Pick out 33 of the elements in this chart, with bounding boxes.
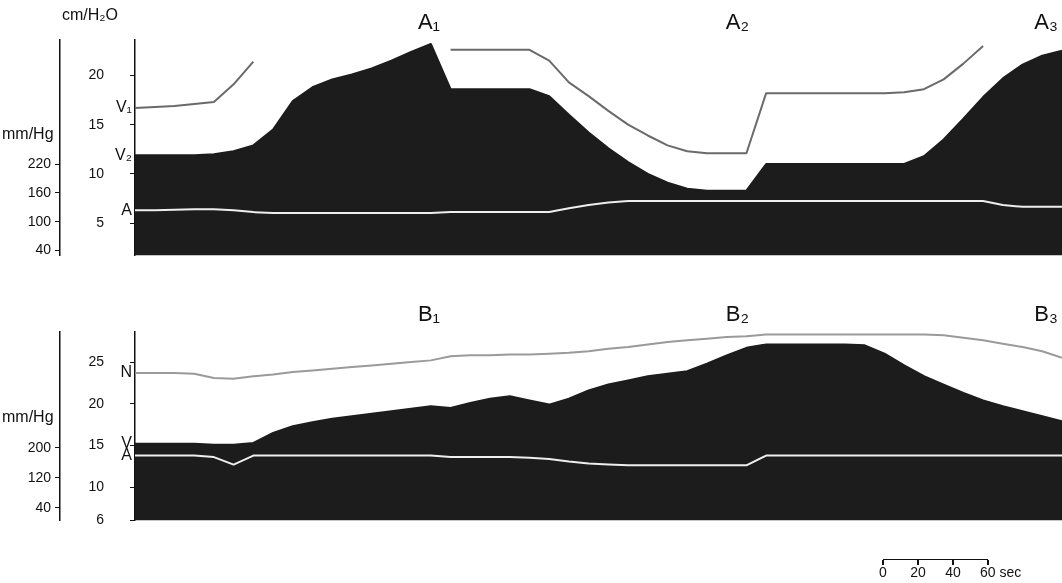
- y2-tick-label: 40: [35, 241, 52, 258]
- y2-tick-label: 160: [27, 183, 52, 200]
- text: A₂: [725, 9, 749, 35]
- y2-tick-label: 200: [27, 438, 52, 455]
- y2-tick-label: 100: [27, 212, 52, 229]
- series-label: V₁: [115, 98, 132, 116]
- y-tick-label: 5: [96, 213, 105, 230]
- y2-tick-label: 120: [27, 468, 52, 485]
- text: A₁: [417, 9, 440, 35]
- y-tick-label: 15: [88, 436, 105, 453]
- y-tick-label: 25: [88, 352, 105, 369]
- text: 0: [879, 564, 887, 580]
- text: B₂: [725, 301, 749, 327]
- y-tick-label: 6: [96, 511, 105, 528]
- y-tick-label: 10: [88, 478, 105, 495]
- y-tick-label: 20: [88, 66, 105, 83]
- y-tick-label: 15: [88, 115, 105, 132]
- text: 40: [945, 564, 961, 580]
- text: B₁: [417, 301, 440, 327]
- series-label: N: [120, 363, 132, 381]
- text: B₃: [1034, 301, 1058, 327]
- series-label: A: [121, 200, 133, 218]
- series-label: V₂: [115, 145, 132, 163]
- y-tick-label: 10: [88, 164, 105, 181]
- y-tick-label: 20: [88, 394, 105, 411]
- text: 60 sec: [980, 564, 1022, 580]
- y-axis-title: cm/H₂O: [62, 6, 118, 24]
- text: A₃: [1034, 9, 1058, 35]
- text: 20: [910, 564, 926, 580]
- y2-tick-label: 220: [27, 155, 52, 172]
- y2-tick-label: 40: [35, 498, 52, 515]
- y2-axis-title: mm/Hg: [2, 408, 54, 426]
- y2-axis-title: mm/Hg: [2, 124, 54, 142]
